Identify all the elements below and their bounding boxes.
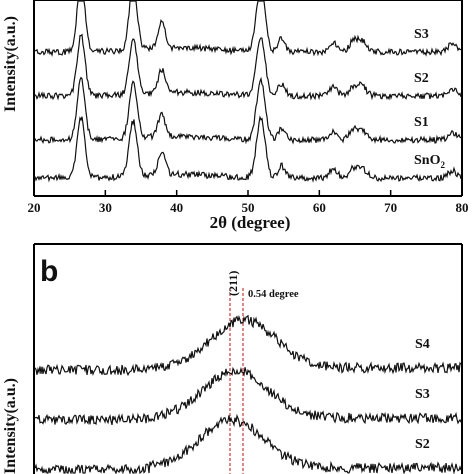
peak-211-label: (211) — [226, 271, 240, 296]
panel-a-y-axis-label: Intensity(a.u.) — [2, 16, 19, 112]
panel-b-y-axis-label: Intensity(a.u.) — [2, 378, 19, 474]
panel-b-series-label-s3: S3 — [415, 387, 430, 402]
panel-a-x-tick-label: 40 — [170, 200, 183, 215]
panel-b-series-label-s2: S2 — [415, 437, 430, 452]
panel-b-letter: b — [40, 255, 58, 288]
panel-a-x-tick-label: 70 — [384, 200, 397, 215]
panel-b-curves — [34, 314, 462, 474]
panel-a-x-tick-label: 30 — [99, 200, 112, 215]
panel-b-series-label-s4: S4 — [415, 337, 430, 352]
peak-shift-annotation: 0.54 degree — [248, 289, 299, 300]
panel-b-series-s2-line — [34, 413, 462, 474]
panel-a-series-label-s3: S3 — [414, 27, 429, 42]
panel-a-x-tick-label: 20 — [28, 200, 41, 215]
panel-b-series-labels: S4 S3 S2 — [415, 337, 430, 452]
panel-b-series-s4-line — [34, 314, 462, 377]
panel-a-series-label-s2: S2 — [414, 71, 429, 86]
panel-a-series-s3-line — [34, 0, 461, 57]
panel-a-series-label-sno2: SnO2 — [414, 153, 445, 170]
panel-a-series-sno2-line — [34, 115, 462, 183]
panel-a-series-s2-line — [34, 33, 462, 101]
panel-a-x-tick-label: 50 — [242, 200, 255, 215]
panel-a-series-label-s1: S1 — [414, 115, 429, 130]
panel-a-curves — [34, 0, 462, 183]
panel-a-x-ticks: 20 30 40 50 60 70 80 — [28, 190, 469, 215]
panel-a-x-tick-label: 80 — [456, 200, 469, 215]
panel-b-series-s3-line — [34, 366, 462, 426]
panel-a-x-tick-label: 60 — [313, 200, 326, 215]
panel-a-series-labels: SnO2 S1 S2 S3 — [414, 27, 445, 170]
panel-a-x-axis-label: 2θ (degree) — [210, 213, 291, 232]
panel-a: 20 30 40 50 60 70 80 SnO2 S1 S2 S3 Intensity(a.u.… — [2, 0, 469, 232]
panel-a-series-s1-line — [34, 76, 462, 145]
panel-b: b (211) 0.54 degree S4 S3 S2 Intensity(a.u… — [2, 243, 463, 474]
